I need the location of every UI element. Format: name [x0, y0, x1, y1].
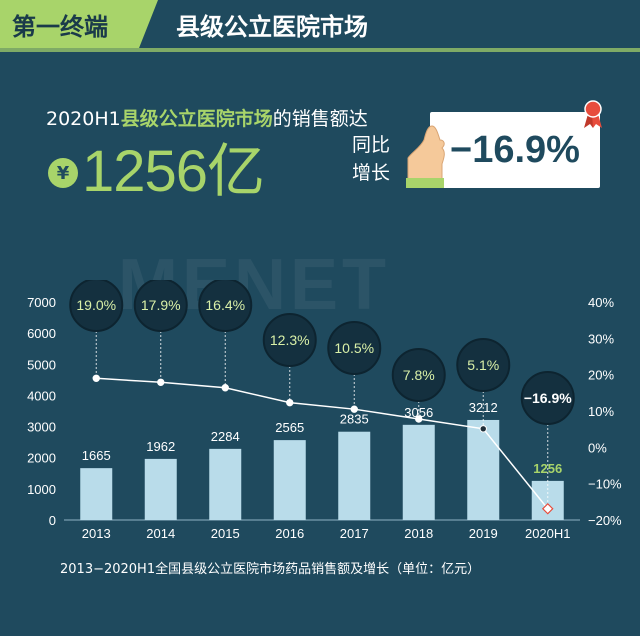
bar-value-label: 3056	[404, 405, 433, 420]
bar	[467, 419, 500, 520]
bar-value-label: 1962	[146, 439, 175, 454]
growth-value-label: −16.9%	[524, 390, 572, 406]
y-left-tick-label: 3000	[27, 420, 56, 435]
y-right-tick-label: −20%	[588, 513, 622, 528]
headline-prefix: 2020H1	[46, 108, 121, 130]
growth-bubble	[262, 313, 317, 367]
chart-caption: 2013−2020H1全国县级公立医院市场药品销售额及增长（单位：亿元）	[60, 562, 481, 577]
x-tick-label: 2014	[146, 526, 175, 541]
bar-value-label: 2835	[340, 412, 369, 427]
growth-value-label: 12.3%	[270, 332, 310, 348]
growth-point	[286, 398, 294, 407]
growth-point	[350, 405, 358, 413]
yoy-card: −16.9%	[430, 112, 600, 188]
bar	[338, 431, 371, 520]
growth-bubble	[327, 321, 382, 375]
y-left-tick-label: 4000	[27, 388, 56, 403]
y-right-tick-label: 10%	[588, 404, 614, 419]
y-left-tick-label: 7000	[27, 295, 56, 310]
growth-line-series: 19.0% 17.9% 16.4% 12.3% 10.5% 7.8% 5.1% −16.9%	[69, 280, 575, 515]
growth-bubble	[391, 348, 446, 402]
y-right-tick-label: 0%	[588, 440, 607, 455]
growth-value-label: 17.9%	[141, 297, 181, 313]
y-left-tick-label: 0	[49, 513, 56, 528]
growth-bubble	[520, 371, 575, 425]
growth-bubble	[198, 280, 253, 332]
y-right-tick-label: 30%	[588, 331, 614, 346]
x-axis-labels: 2013 2014 2015 2016 2017 2018 2019 2020H1	[82, 526, 571, 541]
header-divider	[0, 48, 640, 52]
growth-point	[92, 374, 100, 383]
headline: 2020H1县级公立医院市场的销售额达	[46, 104, 368, 131]
bar	[144, 458, 177, 520]
growth-line	[96, 377, 549, 510]
x-tick-label: 2017	[340, 526, 369, 541]
yen-icon: ¥	[48, 158, 78, 188]
growth-value-label: 19.0%	[76, 297, 116, 313]
x-tick-label: 2018	[404, 526, 433, 541]
growth-point	[479, 425, 487, 433]
x-tick-label: 2015	[211, 526, 240, 541]
right-axis: −20% −10% 0% 10% 20% 30% 40%	[588, 295, 622, 528]
yoy-value: −16.9%	[450, 128, 580, 171]
y-left-tick-label: 1000	[27, 482, 56, 497]
growth-point	[541, 502, 554, 515]
x-tick-label: 2020H1	[525, 526, 571, 541]
growth-bubble	[133, 280, 188, 332]
growth-value-label: 5.1%	[467, 357, 499, 373]
header: 第一终端 县级公立医院市场	[0, 0, 640, 48]
y-left-tick-label: 5000	[27, 357, 56, 372]
award-ribbon-icon	[584, 100, 602, 128]
bar	[209, 448, 242, 520]
growth-value-label: 7.8%	[403, 367, 435, 383]
y-right-tick-label: 20%	[588, 368, 614, 383]
bar-value-label: 2565	[275, 420, 304, 435]
growth-bubble	[456, 338, 511, 392]
bar	[402, 424, 435, 520]
sales-growth-chart: 0 1000 2000 3000 4000 5000 6000 7000 −20% −10% 0%…	[27, 280, 622, 541]
growth-bubble	[69, 280, 124, 332]
section-tag: 第一终端	[0, 0, 158, 48]
growth-point	[221, 384, 229, 392]
y-left-tick-label: 6000	[27, 326, 56, 341]
growth-point	[415, 415, 423, 423]
y-right-tick-label: 40%	[588, 295, 614, 310]
headline-suffix: 的销售额达	[272, 108, 368, 130]
yoy-label-line2: 增长	[352, 162, 391, 184]
page-title: 县级公立医院市场	[176, 12, 368, 41]
growth-value-label: 10.5%	[334, 340, 374, 356]
headline-market: 县级公立医院市场	[120, 108, 273, 130]
y-right-tick-label: −10%	[588, 477, 622, 492]
bar-value-label: 2284	[211, 429, 240, 444]
yoy-label: 同比 增长	[352, 131, 390, 187]
x-tick-label: 2016	[275, 526, 304, 541]
x-tick-label: 2019	[469, 526, 498, 541]
sales-amount: 1256亿	[82, 139, 265, 204]
y-left-tick-label: 2000	[27, 451, 56, 466]
hand-icon	[406, 125, 445, 188]
growth-point	[157, 378, 165, 386]
yoy-label-line1: 同比	[352, 134, 391, 156]
x-tick-label: 2013	[82, 526, 111, 541]
bar-value-label: 1665	[82, 448, 111, 463]
left-axis: 0 1000 2000 3000 4000 5000 6000 7000	[27, 295, 580, 528]
growth-value-label: 16.4%	[205, 297, 245, 313]
bar	[80, 468, 113, 520]
bar	[273, 440, 306, 520]
